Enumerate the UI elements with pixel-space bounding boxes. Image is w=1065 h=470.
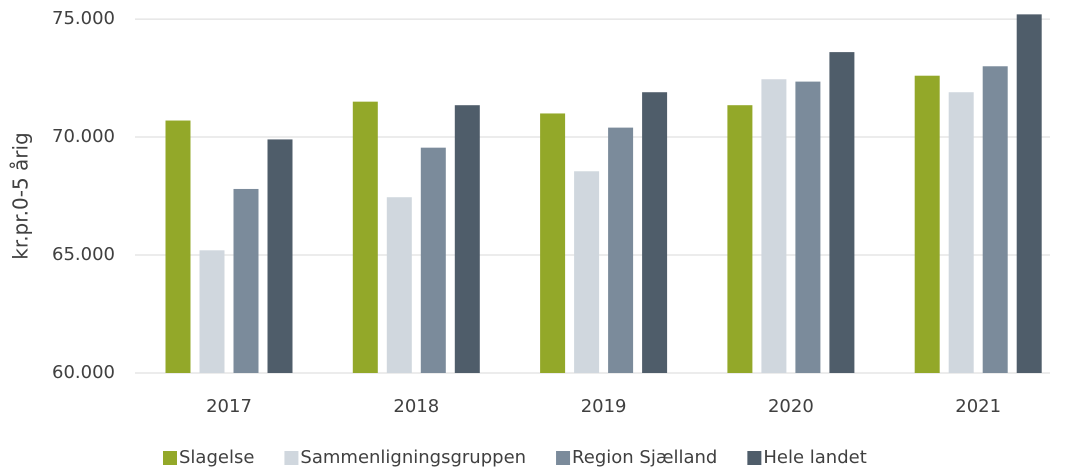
legend-swatch — [747, 451, 762, 465]
bar — [352, 101, 378, 374]
x-tick-label: 2018 — [393, 396, 439, 417]
y-tick-label: 60.000 — [52, 362, 115, 383]
x-tick-label: 2020 — [768, 396, 814, 417]
legend-label: Sammenligningsgruppen — [300, 447, 526, 468]
bar — [165, 120, 191, 373]
legend-label: Region Sjælland — [572, 447, 717, 468]
bar — [761, 79, 787, 374]
bar — [267, 139, 293, 373]
legend-swatch — [556, 451, 571, 465]
bar — [420, 147, 446, 373]
bar — [233, 188, 259, 373]
legend-label: Hele landet — [763, 447, 866, 468]
y-tick-label: 65.000 — [52, 244, 115, 265]
bar — [454, 105, 480, 374]
x-tick-label: 2019 — [581, 396, 627, 417]
y-tick-label: 70.000 — [52, 126, 115, 147]
bar — [1016, 14, 1042, 374]
bar — [795, 81, 821, 373]
x-tick-label: 2021 — [955, 396, 1001, 417]
legend-swatch — [163, 451, 177, 465]
y-tick-label: 75.000 — [52, 8, 115, 29]
bar — [914, 75, 940, 374]
legend-swatch — [284, 451, 299, 465]
bar — [948, 92, 974, 373]
bar — [386, 197, 412, 373]
bar — [608, 127, 634, 373]
y-axis-title: kr.pr.0-5 årig — [9, 132, 33, 260]
bar — [642, 92, 668, 373]
bar — [540, 113, 566, 373]
legend-label: Slagelse — [179, 447, 254, 468]
bar — [574, 171, 600, 373]
bar — [982, 66, 1008, 373]
bar — [829, 52, 855, 373]
x-tick-label: 2017 — [206, 396, 252, 417]
bar — [199, 250, 225, 373]
bar — [727, 105, 753, 374]
